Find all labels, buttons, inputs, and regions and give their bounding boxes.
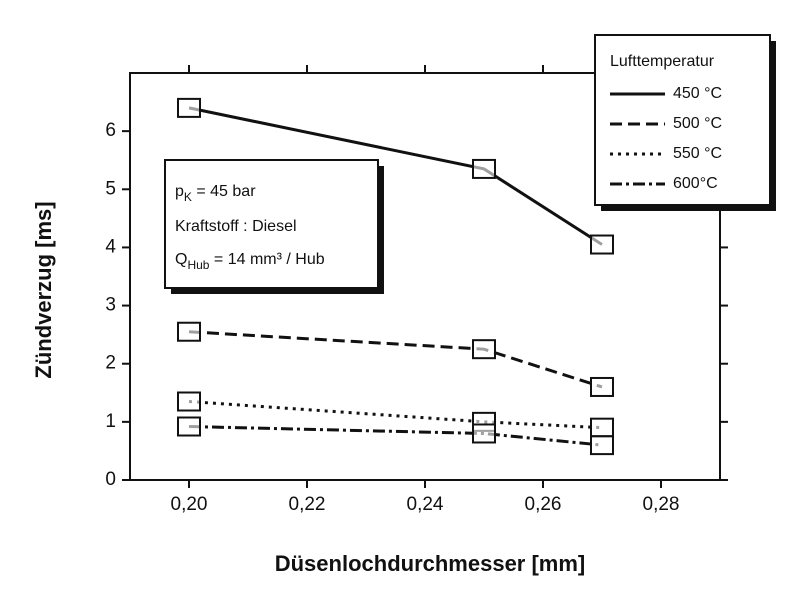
data-marker (590, 435, 614, 456)
y-tick-label: 2 (105, 353, 116, 374)
x-tick-label: 0,26 (525, 494, 562, 515)
x-axis-title: Düsenlochdurchmesser [mm] (275, 551, 586, 576)
legend-label: 500 °C (673, 115, 722, 132)
plot-area: 0 1 2 3 4 5 6 0,20 0,22 0,24 0,26 0,28 (105, 65, 728, 515)
legend: 450 °C 500 °C 550 °C 600°C (610, 85, 722, 192)
y-tick-label: 0 (105, 469, 116, 490)
data-marker (590, 376, 614, 397)
x-tick-label: 0,22 (289, 494, 326, 515)
legend-box (594, 34, 771, 206)
y-tick-label: 5 (105, 178, 116, 199)
x-tick-label: 0,24 (407, 494, 444, 515)
x-tick-label: 0,20 (171, 494, 208, 515)
data-marker (590, 234, 614, 255)
legend-label: 550 °C (673, 145, 722, 162)
data-marker (177, 391, 201, 412)
data-marker (472, 423, 496, 444)
series-line (188, 425, 603, 447)
y-axis-title: Zündverzug [ms] (31, 201, 56, 378)
annotation-box (164, 159, 379, 289)
data-marker (472, 158, 496, 179)
y-tick-label: 1 (105, 411, 116, 432)
annotation-line: pK = 45 bar (175, 183, 256, 204)
data-marker (472, 339, 496, 360)
data-marker (177, 97, 201, 118)
annotation-line: Kraftstoff : Diesel (175, 218, 297, 235)
data-marker (177, 321, 201, 342)
series-line (188, 400, 603, 430)
legend-label: 600°C (673, 175, 718, 192)
legend-label: 450 °C (673, 85, 722, 102)
annotation-line: QHub = 14 mm³ / Hub (175, 251, 325, 272)
data-marker (590, 417, 614, 438)
y-tick-label: 3 (105, 295, 116, 316)
y-tick-label: 6 (105, 120, 116, 141)
y-tick-label: 4 (105, 236, 116, 257)
x-tick-label: 0,28 (643, 494, 680, 515)
legend-title: Lufttemperatur (610, 53, 715, 70)
data-marker (177, 416, 201, 437)
